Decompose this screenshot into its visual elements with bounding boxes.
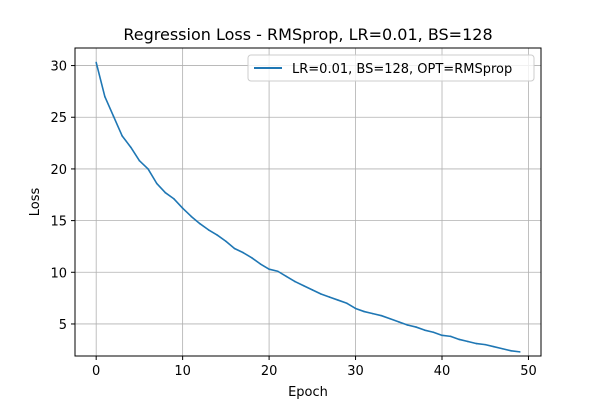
data-point bbox=[199, 222, 201, 225]
data-point bbox=[449, 335, 452, 338]
data-point bbox=[501, 347, 504, 350]
data-point bbox=[155, 182, 158, 185]
data-point bbox=[121, 135, 123, 137]
data-point bbox=[173, 198, 175, 200]
data-point bbox=[190, 215, 193, 218]
data-point bbox=[380, 314, 383, 317]
data-point bbox=[484, 343, 487, 346]
data-point bbox=[242, 251, 244, 254]
data-point bbox=[311, 289, 314, 291]
data-point bbox=[259, 263, 262, 265]
data-point bbox=[519, 351, 521, 353]
data-point bbox=[207, 229, 210, 231]
y-tick-label: 5 bbox=[59, 318, 67, 333]
x-axis-ticks: 0 10 20 30 40 50 bbox=[92, 356, 537, 379]
data-point bbox=[129, 146, 132, 149]
data-point bbox=[475, 342, 478, 345]
data-point bbox=[467, 340, 469, 343]
data-point bbox=[458, 338, 461, 341]
data-point bbox=[397, 321, 400, 323]
data-point bbox=[441, 334, 443, 337]
data-point bbox=[337, 299, 340, 301]
y-tick-label: 15 bbox=[50, 215, 67, 230]
y-axis-label: Loss bbox=[28, 188, 43, 217]
chart-title: Regression Loss - RMSprop, LR=0.01, BS=1… bbox=[123, 25, 492, 44]
data-point bbox=[216, 234, 219, 236]
data-point bbox=[328, 296, 331, 298]
gridlines bbox=[75, 48, 541, 356]
data-point bbox=[138, 159, 141, 162]
y-tick-label: 20 bbox=[50, 163, 67, 178]
x-tick-label: 20 bbox=[261, 364, 278, 379]
legend: LR=0.01, BS=128, OPT=RMSprop bbox=[247, 54, 535, 82]
loss-series-line bbox=[95, 62, 520, 353]
data-point bbox=[415, 326, 417, 328]
data-point bbox=[147, 168, 149, 170]
data-point bbox=[389, 317, 391, 320]
y-axis-ticks: 5 10 15 20 25 30 bbox=[50, 60, 75, 333]
data-point bbox=[346, 302, 348, 305]
data-point bbox=[112, 115, 115, 118]
data-point bbox=[320, 293, 322, 295]
data-point bbox=[276, 270, 279, 273]
data-point bbox=[285, 275, 288, 278]
data-point bbox=[372, 312, 374, 315]
plot-area bbox=[95, 61, 521, 353]
data-point bbox=[363, 310, 366, 313]
data-point bbox=[493, 345, 495, 348]
x-tick-label: 10 bbox=[174, 364, 191, 379]
axes-frame bbox=[74, 47, 542, 357]
y-tick-label: 30 bbox=[50, 60, 67, 75]
data-point bbox=[225, 240, 227, 243]
data-point bbox=[164, 191, 167, 194]
data-point bbox=[294, 280, 296, 283]
data-point bbox=[432, 331, 435, 334]
legend-box bbox=[247, 54, 535, 82]
x-tick-label: 50 bbox=[520, 364, 537, 379]
data-point bbox=[510, 350, 512, 352]
data-point bbox=[302, 284, 305, 287]
data-point bbox=[423, 329, 426, 331]
x-tick-label: 40 bbox=[434, 364, 451, 379]
y-tick-label: 10 bbox=[50, 266, 67, 281]
data-point bbox=[251, 257, 253, 259]
data-point bbox=[354, 307, 357, 310]
loss-series-points bbox=[95, 61, 521, 353]
legend-label: LR=0.01, BS=128, OPT=RMSprop bbox=[292, 62, 512, 77]
data-point bbox=[406, 324, 409, 326]
y-tick-label: 25 bbox=[50, 111, 67, 126]
x-tick-label: 30 bbox=[347, 364, 364, 379]
data-point bbox=[233, 247, 236, 250]
data-point bbox=[268, 268, 270, 270]
x-axis-label: Epoch bbox=[288, 385, 328, 400]
data-point bbox=[95, 61, 97, 64]
data-point bbox=[181, 207, 184, 209]
x-tick-label: 0 bbox=[92, 364, 100, 379]
data-point bbox=[104, 95, 106, 98]
